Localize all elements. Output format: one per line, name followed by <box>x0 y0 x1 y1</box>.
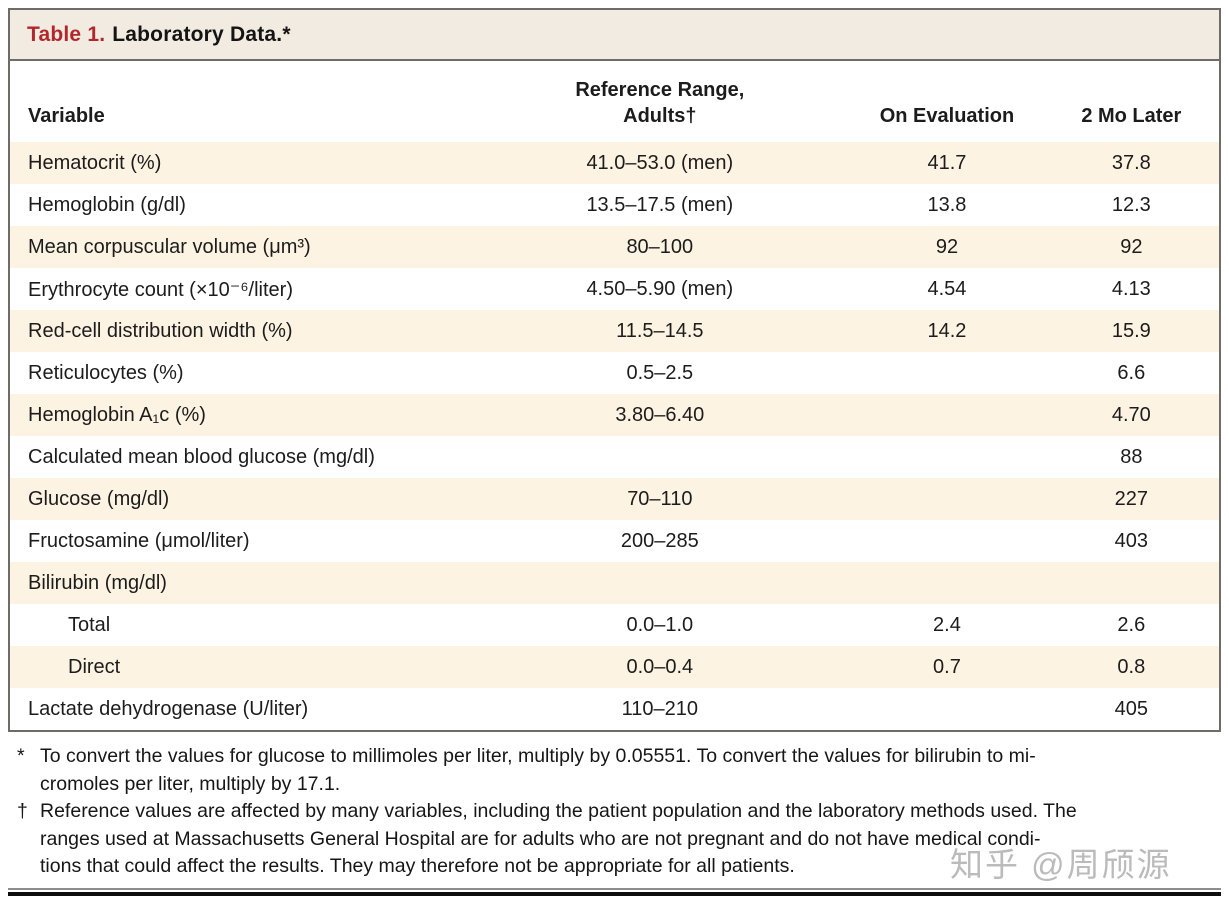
row-variable-label: Glucose (mg/dl) <box>28 487 170 510</box>
row-reference-range: 4.50–5.90 (men) <box>586 277 734 300</box>
row-reference-range: 0.5–2.5 <box>626 361 694 384</box>
row-variable-label: Direct <box>68 655 121 678</box>
row-2mo-later: 88 <box>1120 445 1143 468</box>
table-row: Hematocrit (%) 41.0–53.0 (men) 41.7 37.8 <box>10 142 1219 184</box>
bottom-rule-thick-line <box>8 891 1221 896</box>
row-reference-range: 3.80–6.40 <box>615 403 705 426</box>
table-row: Erythrocyte count (×10⁻⁶/liter) 4.50–5.9… <box>10 268 1219 310</box>
row-2mo-later: 227 <box>1114 487 1149 510</box>
row-2mo-later <box>1044 562 1219 604</box>
row-variable-label: Total <box>68 613 111 636</box>
row-2mo-later: 6.6 <box>1117 361 1146 384</box>
row-on-evaluation <box>850 352 1043 394</box>
row-on-evaluation: 2.4 <box>933 613 961 636</box>
row-2mo-later: 12.3 <box>1111 193 1151 216</box>
row-2mo-later: 4.70 <box>1111 403 1151 426</box>
table-row: Direct 0.0–0.4 0.7 0.8 <box>10 646 1219 688</box>
footnote-text: Reference values are affected by many va… <box>40 800 1077 877</box>
row-on-evaluation <box>850 436 1043 478</box>
row-2mo-later: 37.8 <box>1111 151 1151 174</box>
table-row: Red-cell distribution width (%) 11.5–14.… <box>10 310 1219 352</box>
col-header-2mo-later: 2 Mo Later <box>1081 105 1182 127</box>
row-on-evaluation <box>850 520 1043 562</box>
row-reference-range: 41.0–53.0 (men) <box>586 151 734 174</box>
table-title-bar: Table 1. Laboratory Data.* <box>10 10 1219 61</box>
footnote: † Reference values are affected by many … <box>17 798 1221 881</box>
row-variable-label: Hemoglobin A₁c (%) <box>28 403 206 426</box>
table-title: Laboratory Data.* <box>112 23 291 46</box>
footnote: * To convert the values for glucose to m… <box>17 743 1221 798</box>
row-2mo-later: 4.13 <box>1111 277 1151 300</box>
table-row: Glucose (mg/dl) 70–110 227 <box>10 478 1219 520</box>
lab-data-table: Variable Reference Range, Adults† On Eva… <box>10 61 1219 730</box>
row-2mo-later: 403 <box>1114 529 1149 552</box>
row-variable-label: Red-cell distribution width (%) <box>28 319 293 342</box>
row-2mo-later: 92 <box>1120 235 1143 258</box>
row-variable-label: Lactate dehydrogenase (U/liter) <box>28 697 309 720</box>
row-on-evaluation: 14.2 <box>927 319 967 342</box>
row-on-evaluation: 0.7 <box>933 655 961 678</box>
row-on-evaluation <box>850 478 1043 520</box>
row-reference-range: 70–110 <box>627 487 693 510</box>
col-header-on-evaluation: On Evaluation <box>879 105 1015 127</box>
row-reference-range: 11.5–14.5 <box>616 319 704 342</box>
row-on-evaluation: 4.54 <box>927 277 967 300</box>
row-on-evaluation <box>850 394 1043 436</box>
row-reference-range: 110–210 <box>621 697 699 720</box>
table-number: Table 1. <box>27 23 106 46</box>
row-reference-range <box>469 436 850 478</box>
table-row: Bilirubin (mg/dl) <box>10 562 1219 604</box>
footnote-marker: † <box>17 800 28 822</box>
row-variable-label: Calculated mean blood glucose (mg/dl) <box>28 445 375 468</box>
table-row: Total 0.0–1.0 2.4 2.6 <box>10 604 1219 646</box>
row-on-evaluation: 92 <box>935 235 959 258</box>
header-row: Variable Reference Range, Adults† On Eva… <box>10 61 1219 142</box>
table-row: Fructosamine (μmol/liter) 200–285 403 <box>10 520 1219 562</box>
row-variable-label: Erythrocyte count (×10⁻⁶/liter) <box>28 278 293 301</box>
table-row: Lactate dehydrogenase (U/liter) 110–210 … <box>10 688 1219 730</box>
row-variable-label: Hemoglobin (g/dl) <box>28 193 186 216</box>
row-reference-range: 0.0–1.0 <box>626 613 694 636</box>
table-row: Reticulocytes (%) 0.5–2.5 6.6 <box>10 352 1219 394</box>
row-reference-range: 13.5–17.5 (men) <box>586 193 734 216</box>
bottom-rule-thin-line <box>8 887 1221 890</box>
footnote-marker: * <box>17 745 25 767</box>
row-on-evaluation: 41.7 <box>927 151 967 174</box>
row-reference-range <box>469 562 850 604</box>
row-variable-label: Mean corpuscular volume (μm³) <box>28 235 311 258</box>
table-row: Calculated mean blood glucose (mg/dl) 88 <box>10 436 1219 478</box>
row-2mo-later: 405 <box>1114 697 1149 720</box>
table-row: Mean corpuscular volume (μm³) 80–100 92 … <box>10 226 1219 268</box>
row-on-evaluation: 13.8 <box>927 193 967 216</box>
row-reference-range: 0.0–0.4 <box>626 655 694 678</box>
row-on-evaluation <box>850 562 1043 604</box>
col-header-variable: Variable <box>28 105 105 127</box>
row-2mo-later: 2.6 <box>1117 613 1146 636</box>
bottom-rule <box>8 887 1221 896</box>
row-variable-label: Fructosamine (μmol/liter) <box>28 529 250 552</box>
table-row: Hemoglobin (g/dl) 13.5–17.5 (men) 13.8 1… <box>10 184 1219 226</box>
row-variable-label: Reticulocytes (%) <box>28 361 184 384</box>
row-reference-range: 200–285 <box>620 529 699 552</box>
col-header-reference-range: Reference Range, Adults† <box>575 79 745 127</box>
row-variable-label: Hematocrit (%) <box>28 151 162 174</box>
footnote-text: To convert the values for glucose to mil… <box>40 745 1036 795</box>
row-2mo-later: 0.8 <box>1117 655 1146 678</box>
lab-table-box: Table 1. Laboratory Data.* Variable Refer… <box>8 8 1221 732</box>
table-row: Hemoglobin A₁c (%) 3.80–6.40 4.70 <box>10 394 1219 436</box>
row-variable-label: Bilirubin (mg/dl) <box>28 571 167 594</box>
row-2mo-later: 15.9 <box>1111 319 1151 342</box>
row-on-evaluation <box>850 688 1043 730</box>
row-reference-range: 80–100 <box>626 235 694 258</box>
footnotes: * To convert the values for glucose to m… <box>8 743 1221 881</box>
